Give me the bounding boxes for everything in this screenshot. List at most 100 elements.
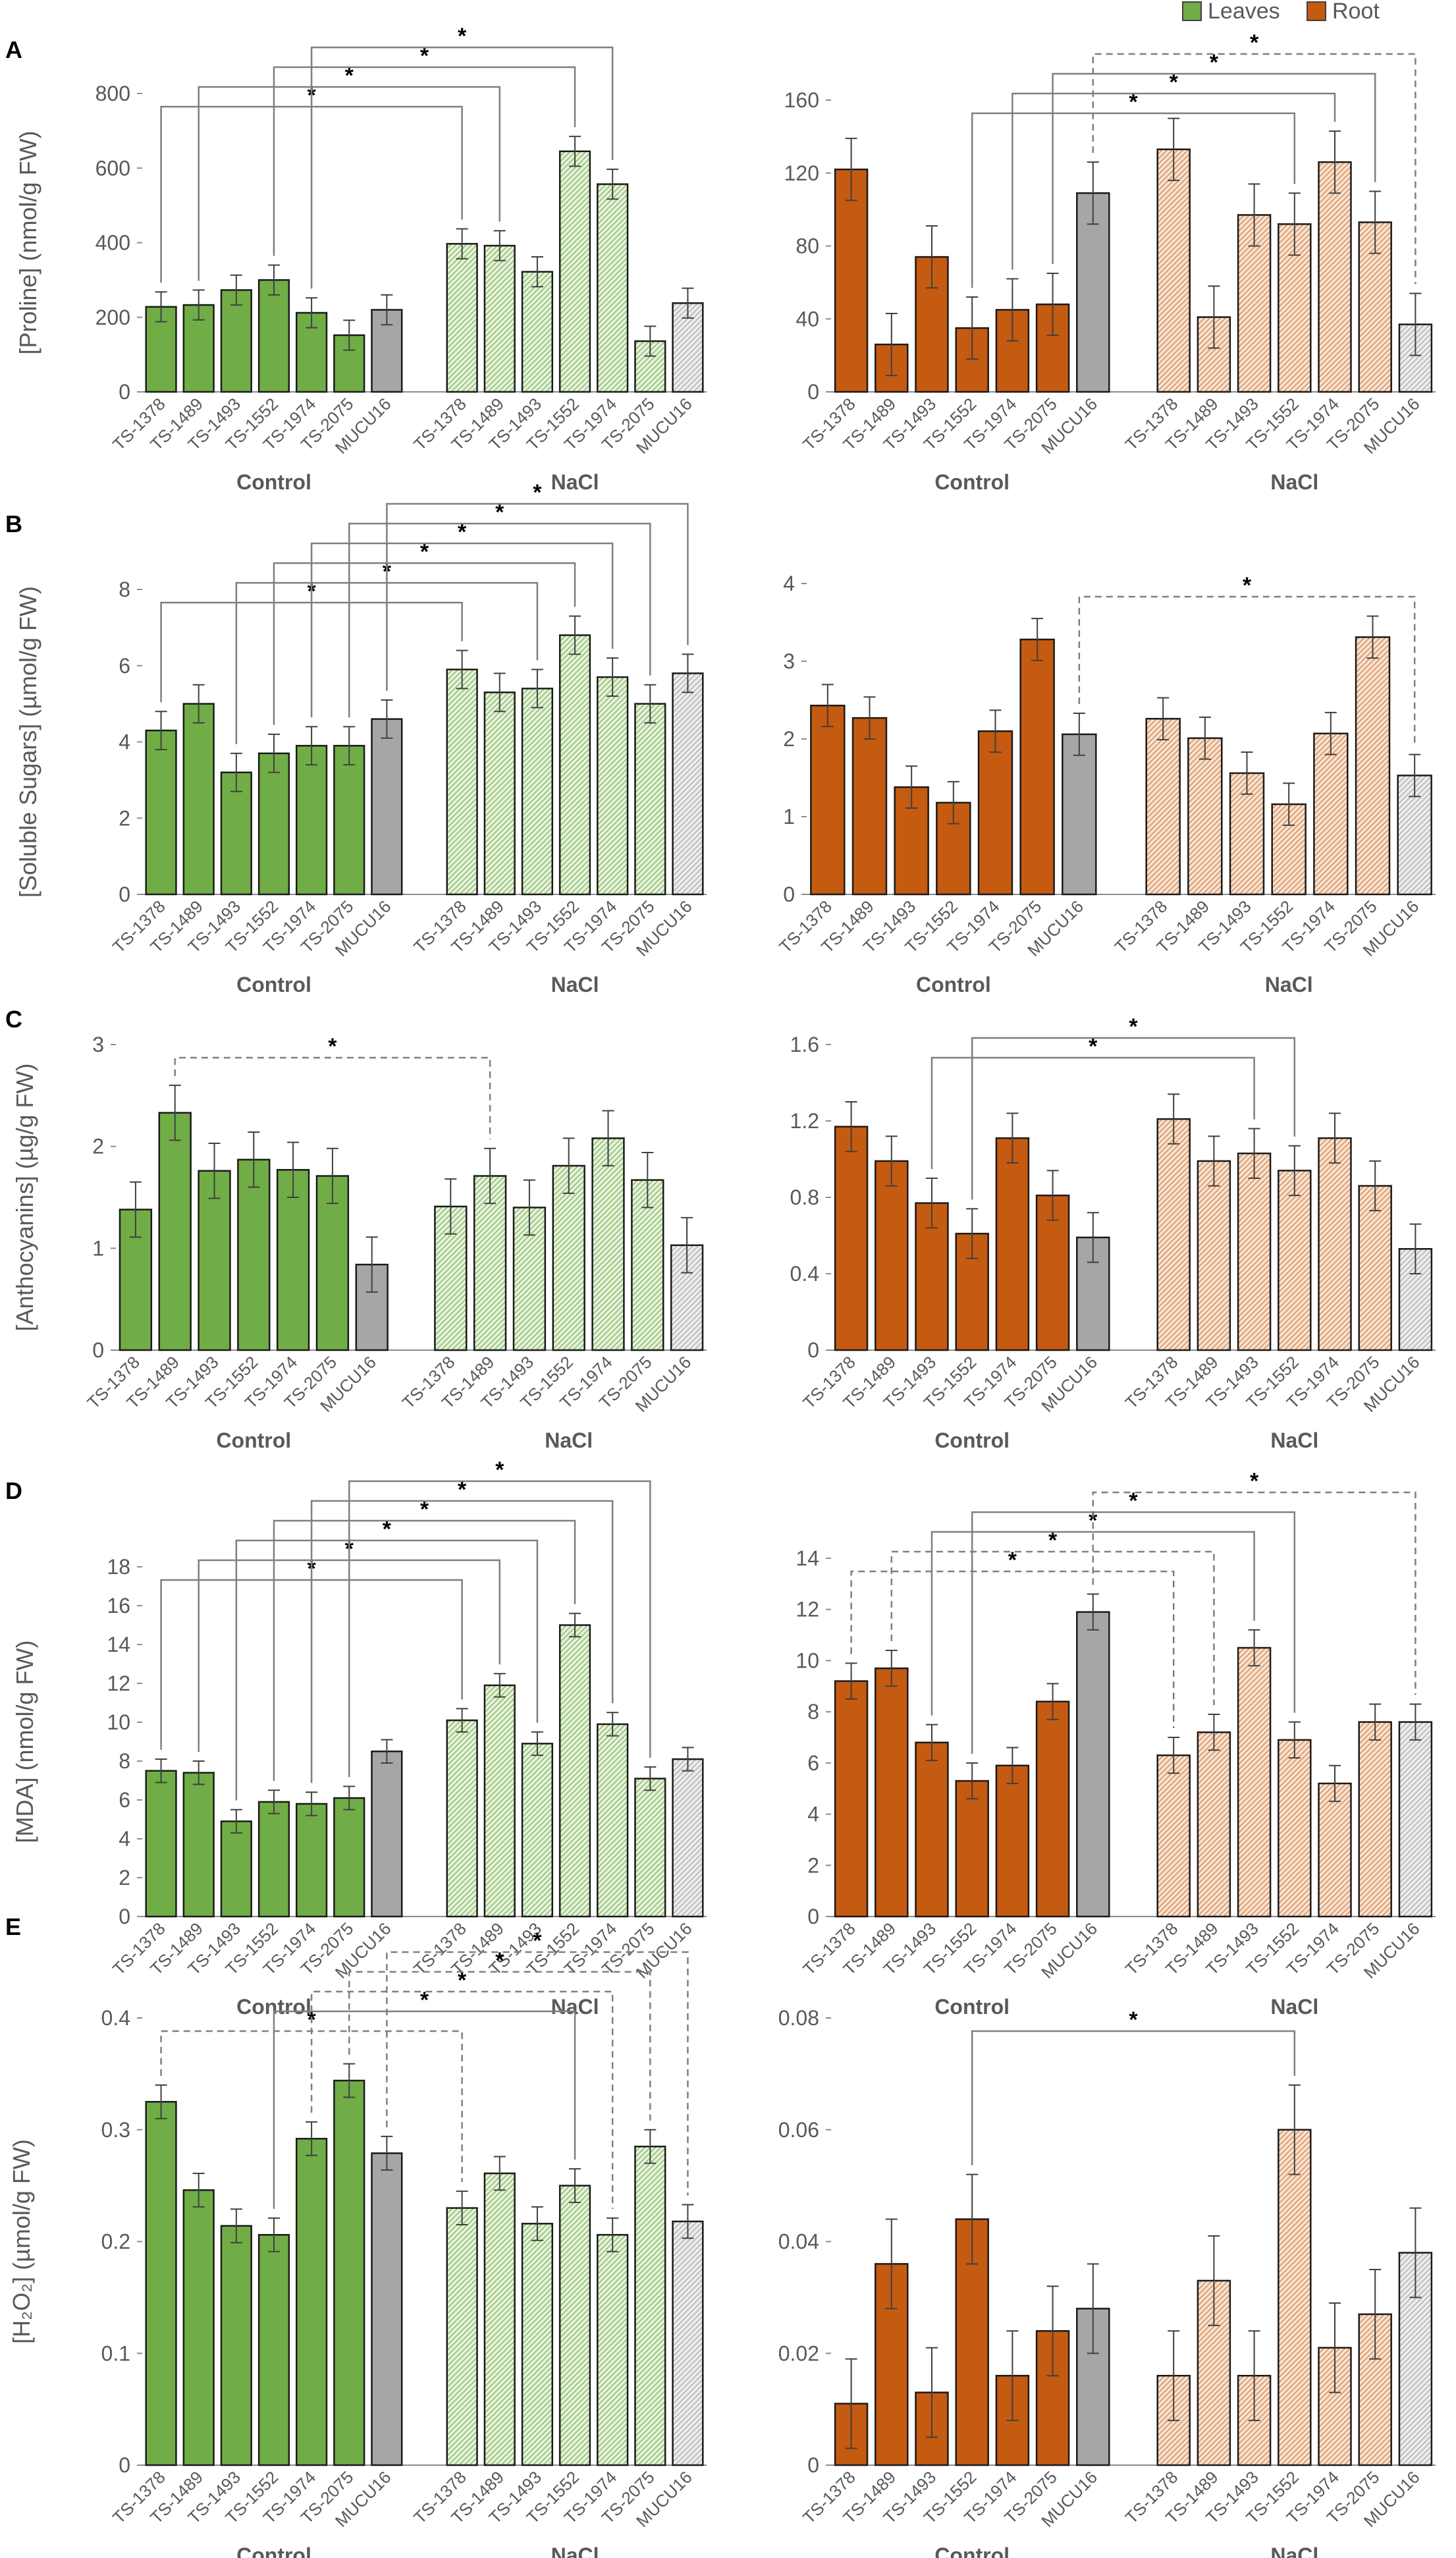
y-tick-label: 3 [92,1033,104,1056]
y-tick-label: 2 [92,1135,104,1158]
bar-control-ts-1378 [834,168,869,393]
bar-control-ts-1489 [875,2263,909,2466]
bar-nacl-ts-1378 [1156,148,1191,393]
bar-control-ts-1378 [834,1680,869,1918]
bar-control-ts-1974 [295,2138,328,2466]
significance-star: * [1008,1548,1017,1573]
y-axis-label: [Proline] (nmol/g FW) [14,130,41,354]
bar-nacl-ts-1378 [1156,1118,1191,1351]
bar-nacl-ts-1489 [483,244,516,393]
y-axis-label: [MDA] (nmol/g FW) [11,1640,38,1843]
bar-control-ts-1974 [977,730,1013,896]
significance-star: * [458,1968,467,1993]
bar-nacl-ts-1974 [597,183,629,393]
bar-control-ts-1378 [145,729,177,896]
chart-d-root: 02468101214TS-1378TS-1489TS-1493TS-1552T… [795,1469,1436,2019]
bar-control-ts-1493 [220,1820,252,1918]
significance-star: * [495,500,504,525]
chart-e-root: 00.020.040.060.08TS-1378TS-1489TS-1493TS… [778,2006,1436,2558]
group-label-control: Control [216,1429,291,1452]
y-tick-label: 600 [95,156,130,180]
bar-nacl-ts-1378 [446,1719,478,1918]
significance-star: * [458,520,467,545]
group-label-nacl: NaCl [1265,973,1313,996]
significance-star: * [420,1988,429,2013]
y-tick-label: 8 [119,1749,130,1773]
y-tick-label: 8 [119,578,130,601]
bar-control-ts-1489 [182,703,215,896]
bar-control-ts-2075 [1019,638,1055,896]
significance-star: * [495,1948,504,1973]
significance-star: * [420,1497,429,1522]
significance-bracket [971,2030,1296,2165]
significance-bracket [174,1056,491,1139]
y-tick-label: 0 [119,1905,130,1928]
y-tick-label: 2 [783,727,795,751]
bar-control-ts-1493 [915,1741,949,1918]
bar-control-ts-2075 [315,1175,350,1351]
y-tick-label: 0.4 [790,1262,819,1286]
legend-swatch-leaves [1182,1,1202,21]
legend-label-leaves: Leaves [1208,0,1280,24]
bar-nacl-ts-1378 [446,668,478,896]
bar-nacl-ts-1489 [483,692,516,896]
panel-letter-b: B [5,510,22,537]
bar-control-ts-1378 [145,2101,177,2466]
bar-control-ts-1552 [237,1158,271,1351]
y-tick-label: 3 [783,649,795,673]
y-tick-label: 0.02 [778,2341,819,2365]
bar-nacl-ts-1974 [591,1137,625,1351]
bar-control-mucu16 [1076,192,1110,393]
bar-control-ts-2075 [333,745,365,896]
y-tick-label: 8 [807,1700,819,1724]
bar-nacl-ts-1493 [521,2223,554,2466]
significance-star: * [1129,1488,1138,1513]
bar-control-ts-1378 [810,705,846,896]
y-tick-label: 0.3 [101,2118,130,2142]
y-tick-label: 12 [107,1672,130,1695]
group-label-control: Control [236,973,311,996]
significance-bracket [235,1539,539,1801]
significance-star: * [533,480,542,505]
y-tick-label: 200 [95,306,130,329]
bar-nacl-ts-1552 [1278,2129,1312,2466]
significance-star: * [458,24,467,49]
significance-star: * [1250,1469,1259,1494]
significance-bracket [198,86,501,281]
y-tick-label: 0.1 [101,2341,130,2365]
y-tick-label: 4 [783,572,795,595]
significance-star: * [1048,1528,1058,1553]
y-tick-label: 40 [795,307,819,331]
panel-letter-e: E [5,1913,21,1940]
y-tick-label: 2 [807,1853,819,1877]
y-tick-label: 6 [807,1751,819,1775]
significance-bracket [273,66,576,256]
group-label-control: Control [934,1995,1010,2019]
y-axis-label: [H₂O₂] (µmol/g FW) [8,2139,35,2344]
significance-star: * [420,539,429,564]
bar-nacl-ts-1974 [1318,161,1352,393]
significance-bracket [971,1037,1296,1200]
bar-nacl-ts-2075 [1358,1721,1392,1918]
y-tick-label: 12 [795,1598,819,1621]
y-tick-label: 0 [807,2453,819,2477]
bar-nacl-ts-1552 [558,1624,591,1918]
y-tick-label: 80 [795,234,819,258]
bar-nacl-ts-1493 [1237,1153,1272,1351]
y-axis-label: [Anthocyanins] (µg/g FW) [11,1064,38,1332]
significance-bracket [273,562,576,725]
significance-bracket [1092,53,1416,285]
bar-nacl-ts-1378 [1145,718,1181,896]
bar-nacl-ts-1552 [558,634,591,896]
bar-control-ts-1493 [198,1170,231,1351]
bar-control-ts-1552 [257,279,290,393]
y-tick-label: 0 [807,380,819,404]
bar-control-ts-1493 [220,771,252,896]
significance-star: * [1170,70,1179,95]
y-tick-label: 0 [119,380,130,404]
y-tick-label: 4 [119,1827,130,1851]
